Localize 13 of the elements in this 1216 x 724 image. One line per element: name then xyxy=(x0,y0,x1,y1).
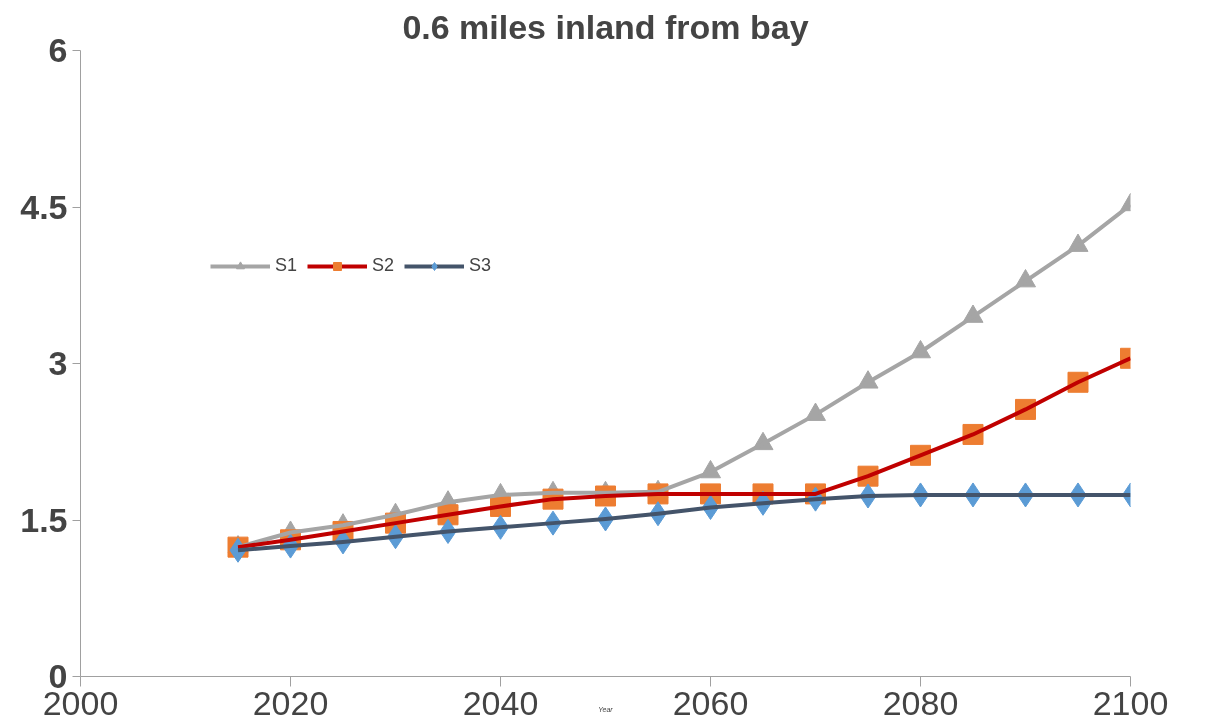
x-tick-label: 2020 xyxy=(252,683,329,722)
legend-label: S2 xyxy=(372,255,395,276)
chart-title: 0.6 miles inland from bay xyxy=(402,7,809,46)
y-tick-label: 1.5 xyxy=(20,500,68,539)
legend-label: S3 xyxy=(469,255,492,276)
y-tick-label: 6 xyxy=(48,31,68,69)
x-tick-label: 2100 xyxy=(1092,683,1169,722)
x-tick-label: 2080 xyxy=(882,683,959,722)
y-tick-label: 4.5 xyxy=(20,187,68,226)
legend-label: S1 xyxy=(275,255,298,276)
x-tick-label: 2040 xyxy=(462,683,539,722)
x-tick-label: 2060 xyxy=(672,683,749,722)
y-tick-label: 3 xyxy=(48,344,68,382)
